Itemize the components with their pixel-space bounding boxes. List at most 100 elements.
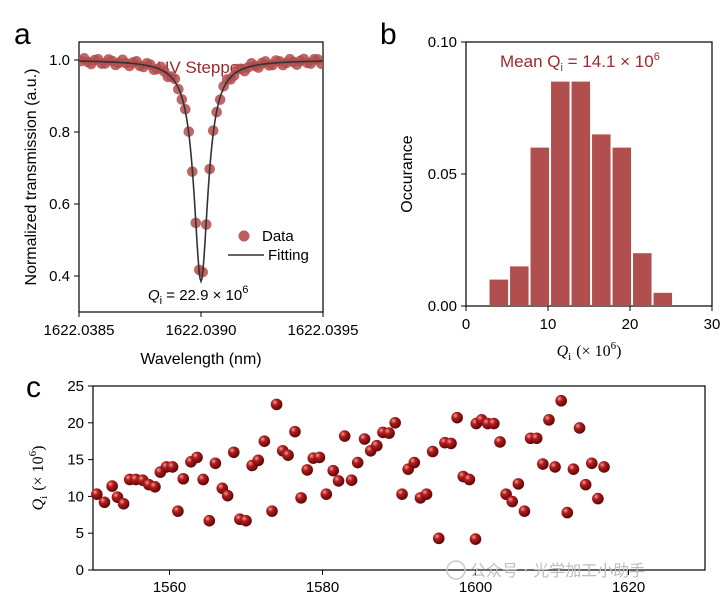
panel-c-data-point <box>371 439 383 452</box>
panel-c-data-point <box>117 497 130 510</box>
panel-c-data-point <box>295 492 307 504</box>
panel-c-data-point <box>358 433 371 445</box>
panel-c-data-point <box>592 492 604 505</box>
panel-a-q-annotation: Qi = 22.9 × 106 <box>148 284 248 307</box>
panel-a-title: UV Stepper <box>157 58 245 77</box>
panel-c-ytick-label: 20 <box>67 415 84 432</box>
panel-a-ytick-label: 1.0 <box>49 52 70 69</box>
panel-b-xtick-label: 30 <box>704 316 721 333</box>
panel-b-xtick-label: 20 <box>622 316 639 333</box>
panel-c-data-point <box>463 473 476 486</box>
panel-a-ticks: 1622.0385 1622.0390 1622.0395 0.4 0.6 0.8 1.0 <box>44 52 359 339</box>
legend-data-label: Data <box>262 228 294 245</box>
panel-c-ytick-label: 15 <box>67 452 84 469</box>
panel-b-ylabel: Occurance <box>399 135 416 212</box>
panel-c-frame <box>92 385 706 571</box>
panel-c-data-point <box>494 436 506 448</box>
panel-b-xtick-label: 10 <box>540 316 557 333</box>
watermark: 公众号 · 光学加工小助手 <box>446 560 645 580</box>
panel-b-ytick-label: 0.05 <box>428 166 457 183</box>
legend-data-marker <box>238 230 250 242</box>
panel-a-xtick-label: 1622.0385 <box>44 322 115 339</box>
panel-b-bar <box>633 253 652 306</box>
panel-c-data-point <box>420 488 433 500</box>
panel-c-data-series <box>91 394 610 545</box>
panel-b-ticks: 0 10 20 30 0.00 0.05 0.10 <box>428 34 721 333</box>
panel-c-data-point <box>426 445 439 458</box>
panel-a-data-point <box>169 73 181 85</box>
panel-c-data-point <box>396 488 408 500</box>
panel-c-data-point <box>579 478 592 491</box>
panel-c-data-point <box>488 417 500 430</box>
panel-c-data-point <box>408 456 421 469</box>
panel-b: b 0 10 20 30 0.00 0.05 0.10 Mean Qi = 14.1 × 1… <box>380 18 720 363</box>
panel-a-fit-line <box>79 60 323 284</box>
panel-c-data-point <box>445 437 457 450</box>
panel-c-label: c <box>26 371 41 404</box>
panel-c-data-point <box>166 461 179 473</box>
panel-a-legend: Data Fitting <box>228 228 309 264</box>
wechat-icon <box>446 560 466 580</box>
panel-c: c 1560 1580 1600 1620 0 5 10 15 20 25 Qi(× 106) <box>26 371 706 596</box>
panel-c-data-point <box>506 495 519 508</box>
panel-c-data-point <box>320 488 333 500</box>
panel-c-ytick-label: 10 <box>67 488 84 505</box>
panel-c-data-point <box>383 427 395 439</box>
panel-c-ytick-label: 0 <box>76 562 84 579</box>
panel-b-bar <box>530 147 550 306</box>
panel-c-data-point <box>172 505 184 517</box>
panel-c-data-point <box>106 480 118 492</box>
legend-fit-label: Fitting <box>268 247 309 264</box>
panel-b-ytick-label: 0.00 <box>428 298 457 315</box>
panel-c-data-point <box>598 461 610 473</box>
panel-c-data-point <box>301 464 314 476</box>
panel-c-data-point <box>451 411 463 424</box>
panel-c-data-point <box>555 394 567 407</box>
panel-c-data-point <box>543 414 555 426</box>
panel-c-data-point <box>191 451 203 464</box>
panel-c-data-point <box>469 533 482 545</box>
panel-c-data-point <box>252 454 265 467</box>
panel-c-data-point <box>518 505 531 517</box>
panel-a: a UV Stepper 1622.0385 1622.0390 1622.0395… <box>14 18 358 368</box>
panel-c-data-point <box>270 398 283 411</box>
panel-a-xlabel: Wavelength (nm) <box>140 351 261 368</box>
panel-c-data-point <box>332 475 345 487</box>
panel-a-data-point <box>315 58 323 69</box>
panel-c-data-point <box>338 430 351 442</box>
panel-a-ytick-label: 0.8 <box>49 124 70 141</box>
panel-c-ylabel: Qi(× 106) <box>27 446 50 511</box>
panel-c-data-point <box>289 425 301 438</box>
panel-b-bar <box>571 81 591 306</box>
panel-a-ytick-label: 0.4 <box>49 268 70 285</box>
panel-b-bar <box>551 81 570 306</box>
panel-b-bar <box>612 147 632 306</box>
panel-a-label: a <box>14 18 31 51</box>
panel-c-xtick-label: 1620 <box>612 579 645 596</box>
panel-b-bar <box>489 279 509 306</box>
panel-b-label: b <box>380 18 397 51</box>
panel-c-data-point <box>351 456 364 469</box>
panel-c-data-point <box>530 432 543 445</box>
panel-c-data-point <box>432 532 445 545</box>
panel-c-ticks: 1560 1580 1600 1620 0 5 10 15 20 25 <box>67 378 645 596</box>
panel-c-xtick-label: 1600 <box>459 579 492 596</box>
panel-c-xtick-label: 1580 <box>306 579 339 596</box>
panel-c-data-point <box>573 422 586 434</box>
panel-b-ytick-label: 0.10 <box>428 34 457 51</box>
panel-c-data-point <box>561 506 574 519</box>
panel-b-bar <box>592 134 611 306</box>
panel-c-data-point <box>313 451 326 464</box>
panel-c-data-point <box>177 472 190 485</box>
panel-c-ytick-label: 25 <box>67 378 84 395</box>
panel-a-xtick-label: 1622.0390 <box>166 322 237 339</box>
panel-c-data-point <box>549 461 561 473</box>
panel-c-data-point <box>149 481 161 493</box>
panel-c-data-point <box>221 489 234 502</box>
panel-c-data-point <box>537 458 549 470</box>
panel-c-data-point <box>98 496 111 509</box>
panel-b-mean-annotation: Mean Qi = 14.1 × 106 <box>500 51 660 74</box>
panel-c-data-point <box>345 474 358 487</box>
panel-c-data-point <box>91 488 103 500</box>
